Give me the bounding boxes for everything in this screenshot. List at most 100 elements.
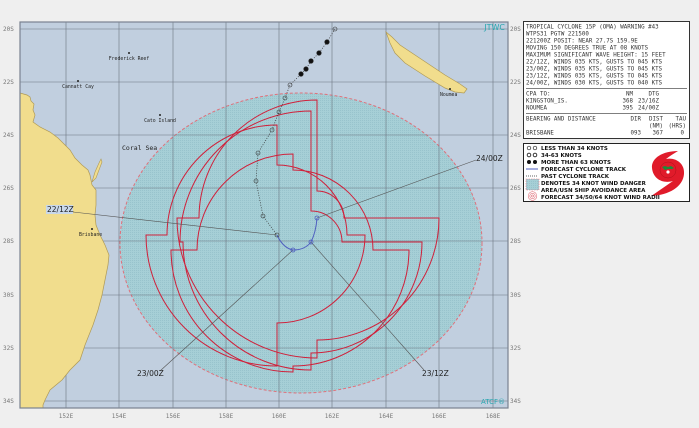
legend-more-than-63: MORE THAN 63 KNOTS [541,160,611,166]
place-coral-sea: Coral Sea [122,144,157,152]
wind-radii-outline [176,99,440,359]
lat-tick-right: 30S [510,292,521,299]
wind-radii-outline [179,110,423,371]
lat-tick-right: 26S [510,185,521,192]
wind-radii-outline [170,153,410,373]
lat-tick-left: 26S [3,185,14,192]
warning-panel: TROPICAL CYCLONE 15P (OMA) WARNING #43 W… [523,21,690,139]
place-cannatt-cay: Cannatt Cay [62,84,94,90]
wind-radii-icon [527,191,538,201]
warning-line: MOVING 150 DEGREES TRUE AT 08 KNOTS [526,46,649,52]
warning-line: 24/00Z, WINDS 030 KTS, GUSTS TO 040 KTS [526,81,663,87]
past-position-strong [324,39,330,45]
past-position [287,82,293,88]
lat-tick-right: 20S [510,26,521,33]
past-position [282,95,288,101]
warning-line: 23/12Z, WINDS 035 KTS, GUSTS TO 045 KTS [526,74,663,80]
cpa-row-dtg: 24/00Z [638,106,659,112]
label-leader-line [316,159,477,219]
legend-danger-area: DENOTES 34 KNOT WIND DANGER [541,181,647,187]
bearing-row-tau: 0 [681,131,685,137]
lon-tick: 154E [112,413,127,420]
past-position [276,109,282,115]
lon-tick: 160E [272,413,287,420]
jtwc-logo [651,151,685,196]
lat-tick-left: 24S [3,132,14,139]
forecast-position [314,215,320,221]
legend-less-than-34: LESS THAN 34 KNOTS [541,146,608,152]
lon-tick: 166E [432,413,447,420]
bearing-header-label: BEARING AND DISTANCE [526,117,596,123]
past-position [255,150,261,156]
new-caledonia-land [385,30,468,94]
lat-tick-left: 28S [3,238,14,245]
filled-cyclone-icon [527,160,537,164]
place-frederick-reef: Frederick Reef [109,56,150,62]
label-leader-line [310,241,425,371]
past-position [253,178,259,184]
lon-tick: 156E [166,413,181,420]
legend: LESS THAN 34 KNOTS 34-63 KNOTS MORE THAN… [523,143,690,202]
past-position [269,127,275,133]
cpa-header-nm: NM [626,92,633,98]
lat-tick-right: 32S [510,345,521,352]
lon-tick: 162E [325,413,340,420]
legend-past-track: PAST CYCLONE TRACK [541,174,610,180]
bearing-row-dist: 367 [653,131,664,137]
place-noumea: Noumea [440,92,457,98]
place-brisbane: Brisbane [79,232,102,238]
past-position-strong [298,71,304,77]
lon-tick: 152E [59,413,74,420]
cpa-row-nm: 395 [623,106,634,112]
warning-line: MAXIMUM SIGNIFICANT WAVE HEIGHT: 15 FEET [526,53,666,59]
atcf-label: ATCF® [481,398,505,406]
label-23-00z: 23/00Z [137,369,164,378]
label-leaders [72,159,477,372]
hollow-cyclone-icon [526,145,538,151]
lat-tick-right: 22S [510,79,521,86]
cpa-header-label: CPA TO: [526,92,550,98]
label-leader-line [72,211,278,236]
lat-tick-left: 20S [3,26,14,33]
lat-tick-right: 34S [510,398,521,405]
cpa-header-dtg: DTG [649,92,660,98]
bearing-row-name: BRISBANE [526,131,554,137]
map-border [19,21,509,409]
warning-line: 221200Z POSIT: NEAR 27.7S 159.9E [526,39,638,45]
lat-tick-left: 32S [3,345,14,352]
warning-line: TROPICAL CYCLONE 15P (OMA) WARNING #43 [526,25,659,31]
lat-tick-right: 24S [510,132,521,139]
cpa-row-name: NOUMEA [526,106,547,112]
lat-tick-left: 30S [3,292,14,299]
past-position [332,26,338,32]
wind-radii-outline [145,124,366,367]
bearing-subheader-tau: (HRS) [669,124,686,130]
lat-tick-right: 28S [510,238,521,245]
bearing-header-dir: DIR [631,117,642,123]
lon-tick: 164E [379,413,394,420]
label-leader-line [159,249,294,372]
bearing-header-tau: TAU [676,117,687,123]
forecast-position [308,239,314,245]
label-24-00z: 24/00Z [476,154,503,163]
jtwc-label: JTWC [483,23,505,32]
past-position [274,232,280,238]
lat-tick-left: 22S [3,79,14,86]
legend-34-63: 34-63 KNOTS [541,153,582,159]
cpa-row-dtg: 23/16Z [638,99,659,105]
fraser-island [91,158,103,183]
cpa-row-name: KINGSTON_IS. [526,99,568,105]
legend-forecast-track: FORECAST CYCLONE TRACK [541,167,627,173]
danger-area-icon [525,178,540,191]
bearing-row-dir: 093 [631,131,642,137]
warning-line: WTPS31 PGTW 221500 [526,32,589,38]
past-position-strong [303,66,309,72]
track-points [253,26,338,253]
past-position-strong [308,58,314,64]
legend-avoidance-area: AREA/USN SHIP AVOIDANCE AREA [541,188,646,194]
past-position [260,213,266,219]
lat-tick-left: 34S [3,398,14,405]
wind-radii [145,99,440,373]
lon-tick: 168E [486,413,501,420]
partial-cyclone-icon [526,152,538,158]
